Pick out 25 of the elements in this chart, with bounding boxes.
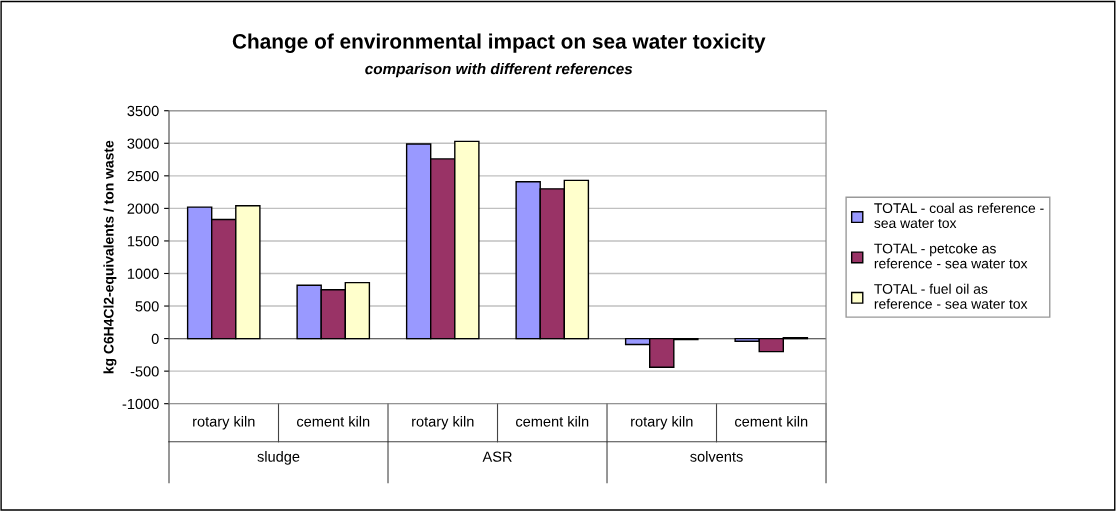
legend-label: TOTAL - coal as reference - sea water tox <box>874 202 1044 229</box>
legend-label: TOTAL - petcoke as reference - sea water tox <box>874 243 1028 269</box>
x-tick-label: cement kiln <box>516 415 589 427</box>
y-tick-label: 500 <box>135 301 159 312</box>
y-tick-label: 2000 <box>127 203 159 214</box>
chart-title: Change of environmental impact on sea water toxicity <box>232 33 766 53</box>
y-tick-label: 2500 <box>127 170 159 182</box>
y-tick-label: -500 <box>130 366 159 377</box>
y-tick-label: 1500 <box>127 236 159 247</box>
text: sludge <box>257 451 300 465</box>
y-tick-label: 0 <box>151 333 159 345</box>
y-tick-label: 3500 <box>127 105 159 117</box>
y-tick-label: 3000 <box>127 138 159 149</box>
x-tick-label: rotary kiln <box>631 415 693 430</box>
y-axis-title: kg C6H4Cl2-equivalents / ton waste <box>103 140 117 374</box>
x-tick-label: cement kiln <box>297 415 370 427</box>
legend-label: TOTAL - fuel oil as reference - sea water tox <box>874 283 1028 309</box>
x-tick-label: rotary kiln <box>412 415 474 430</box>
y-tick-label: 1000 <box>127 268 159 279</box>
x-tick-label: cement kiln <box>735 415 808 427</box>
y-tick-label: -1000 <box>122 398 159 410</box>
x-tick-label: rotary kiln <box>193 415 255 430</box>
text: ASR <box>482 451 512 462</box>
text: solvents <box>690 451 743 462</box>
chart-subtitle: comparison with different references <box>365 63 633 78</box>
